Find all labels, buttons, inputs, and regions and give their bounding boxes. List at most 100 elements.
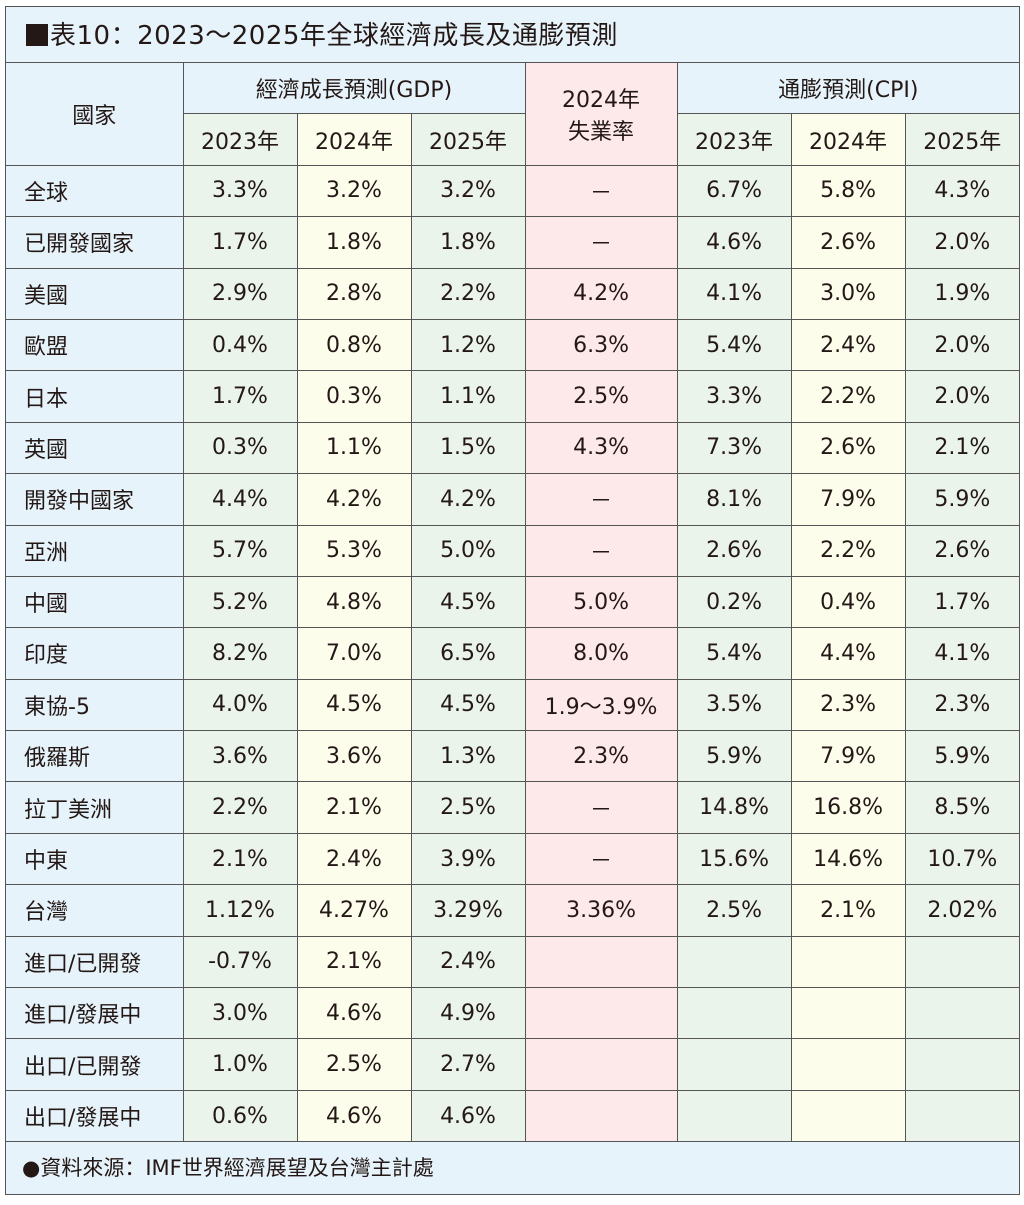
source-note: ●資料來源：IMF世界經濟展望及台灣主計處 bbox=[22, 1156, 434, 1181]
table-cell: 3.5% bbox=[676, 678, 792, 732]
table-cell: 0.8% bbox=[296, 318, 412, 372]
table-cell bbox=[676, 935, 792, 989]
table-cell bbox=[524, 935, 678, 989]
table-cell: － bbox=[524, 832, 678, 886]
table-cell: 2.0% bbox=[904, 216, 1020, 269]
table-cell: 5.9% bbox=[904, 473, 1020, 526]
table-cell: 1.8% bbox=[410, 216, 526, 269]
table-cell: 5.4% bbox=[676, 318, 792, 372]
table-cell bbox=[676, 1089, 792, 1143]
table-cell: 2.1% bbox=[904, 421, 1020, 475]
table-cell: 2.5% bbox=[524, 370, 678, 423]
row-label: 英國 bbox=[6, 421, 184, 475]
table-cell: 2.2% bbox=[790, 524, 906, 577]
table-cell: 6.7% bbox=[676, 165, 792, 218]
table-cell bbox=[790, 1038, 906, 1091]
table-cell: 5.2% bbox=[182, 575, 298, 629]
table-card: 表10：2023～2025年全球經濟成長及通膨預測 國家 經濟成長預測(GDP)… bbox=[5, 6, 1020, 1196]
table-cell: -0.7% bbox=[182, 935, 298, 989]
table-cell: 4.1% bbox=[676, 267, 792, 320]
header-gdp-year: 2023年 bbox=[183, 113, 298, 166]
header-gdp: 經濟成長預測(GDP) bbox=[182, 63, 526, 115]
table-cell: 5.0% bbox=[524, 575, 678, 629]
table-cell: 3.3% bbox=[182, 165, 298, 218]
table-row: 美國 2.9% 2.8% 2.2% 4.2% 4.1% 3.0% 1.9% bbox=[6, 267, 1020, 320]
table-cell bbox=[524, 987, 678, 1040]
table-cell: 4.6% bbox=[410, 1089, 526, 1143]
table-cell: 1.8% bbox=[296, 216, 412, 269]
table-cell: 7.9% bbox=[790, 730, 906, 783]
table-cell: 4.3% bbox=[524, 421, 678, 475]
table-cell: 2.0% bbox=[904, 370, 1020, 423]
table-cell: 4.5% bbox=[410, 575, 526, 629]
header-gdp-year: 2025年 bbox=[410, 113, 526, 166]
table-cell: 2.4% bbox=[296, 832, 412, 886]
table-cell: 5.7% bbox=[182, 524, 298, 577]
table-cell: 0.2% bbox=[676, 575, 792, 629]
header-cpi-year: 2025年 bbox=[904, 113, 1020, 166]
table-cell: 1.12% bbox=[182, 884, 298, 937]
square-bullet-icon bbox=[26, 24, 48, 46]
table-cell: 2.1% bbox=[790, 884, 906, 937]
table-row: 中東 2.1% 2.4% 3.9% － 15.6% 14.6% 10.7% bbox=[6, 832, 1020, 886]
table-cell: 3.6% bbox=[182, 730, 298, 783]
table-cell: 4.4% bbox=[182, 473, 298, 526]
table-cell: 4.6% bbox=[296, 1089, 412, 1143]
table-cell: 8.2% bbox=[182, 627, 298, 680]
table-cell: － bbox=[524, 781, 678, 834]
table-cell: 2.3% bbox=[790, 678, 906, 732]
header-cpi-year: 2023年 bbox=[676, 113, 792, 166]
table-cell: 5.9% bbox=[904, 730, 1020, 783]
table-cell: 3.2% bbox=[410, 165, 526, 218]
table-cell: 7.3% bbox=[676, 421, 792, 475]
table-cell: 1.0% bbox=[182, 1038, 298, 1091]
table-row: 已開發國家 1.7% 1.8% 1.8% － 4.6% 2.6% 2.0% bbox=[6, 216, 1020, 269]
header-unemployment: 2024年 失業率 bbox=[524, 63, 678, 166]
row-label: 歐盟 bbox=[6, 318, 184, 372]
table-row: 進口/已開發 -0.7% 2.1% 2.4% bbox=[6, 935, 1020, 989]
table-cell: 2.4% bbox=[790, 318, 906, 372]
table-cell: 5.3% bbox=[296, 524, 412, 577]
table-cell bbox=[524, 1038, 678, 1091]
table-cell: 4.5% bbox=[296, 678, 412, 732]
header-unemployment-year: 2024年 bbox=[562, 87, 641, 113]
table-cell: 2.5% bbox=[676, 884, 792, 937]
table-cell: 4.3% bbox=[904, 165, 1020, 218]
table-cell: 14.8% bbox=[676, 781, 792, 834]
table-cell: 1.2% bbox=[410, 318, 526, 372]
table-row: 全球 3.3% 3.2% 3.2% － 6.7% 5.8% 4.3% bbox=[6, 165, 1020, 218]
row-label: 開發中國家 bbox=[6, 473, 184, 526]
table-cell: 2.6% bbox=[676, 524, 792, 577]
table-cell: － bbox=[524, 524, 678, 577]
table-cell: 0.6% bbox=[182, 1089, 298, 1143]
table-cell: 2.1% bbox=[296, 935, 412, 989]
table-cell: 2.5% bbox=[410, 781, 526, 834]
row-label: 印度 bbox=[6, 627, 184, 680]
table-title: 表10：2023～2025年全球經濟成長及通膨預測 bbox=[6, 7, 1019, 63]
table-cell bbox=[790, 935, 906, 989]
table-cell bbox=[790, 987, 906, 1040]
table-cell: 6.5% bbox=[410, 627, 526, 680]
table-cell: 1.5% bbox=[410, 421, 526, 475]
table-row: 俄羅斯 3.6% 3.6% 1.3% 2.3% 5.9% 7.9% 5.9% bbox=[6, 730, 1020, 783]
table-row: 英國 0.3% 1.1% 1.5% 4.3% 7.3% 2.6% 2.1% bbox=[6, 421, 1020, 475]
table-cell: 14.6% bbox=[790, 832, 906, 886]
table-cell: 8.5% bbox=[904, 781, 1020, 834]
table-cell: 8.0% bbox=[524, 627, 678, 680]
table-row: 拉丁美洲 2.2% 2.1% 2.5% － 14.8% 16.8% 8.5% bbox=[6, 781, 1020, 834]
table-row: 進口/發展中 3.0% 4.6% 4.9% bbox=[6, 987, 1020, 1040]
table-cell: 1.1% bbox=[410, 370, 526, 423]
row-label: 出口/已開發 bbox=[6, 1038, 184, 1091]
header-cpi: 通膨預測(CPI) bbox=[676, 63, 1020, 115]
table-cell: 3.3% bbox=[676, 370, 792, 423]
title-text: 表10：2023～2025年全球經濟成長及通膨預測 bbox=[50, 21, 618, 51]
table-cell: 5.0% bbox=[410, 524, 526, 577]
table-cell: 4.2% bbox=[524, 267, 678, 320]
table-row: 東協-5 4.0% 4.5% 4.5% 1.9～3.9% 3.5% 2.3% 2.3% bbox=[6, 678, 1020, 732]
table-cell: 2.7% bbox=[410, 1038, 526, 1091]
row-label: 拉丁美洲 bbox=[6, 781, 184, 834]
table-cell: 3.9% bbox=[410, 832, 526, 886]
table-cell: － bbox=[524, 216, 678, 269]
row-label: 出口/發展中 bbox=[6, 1089, 184, 1143]
table-cell: 0.3% bbox=[296, 370, 412, 423]
